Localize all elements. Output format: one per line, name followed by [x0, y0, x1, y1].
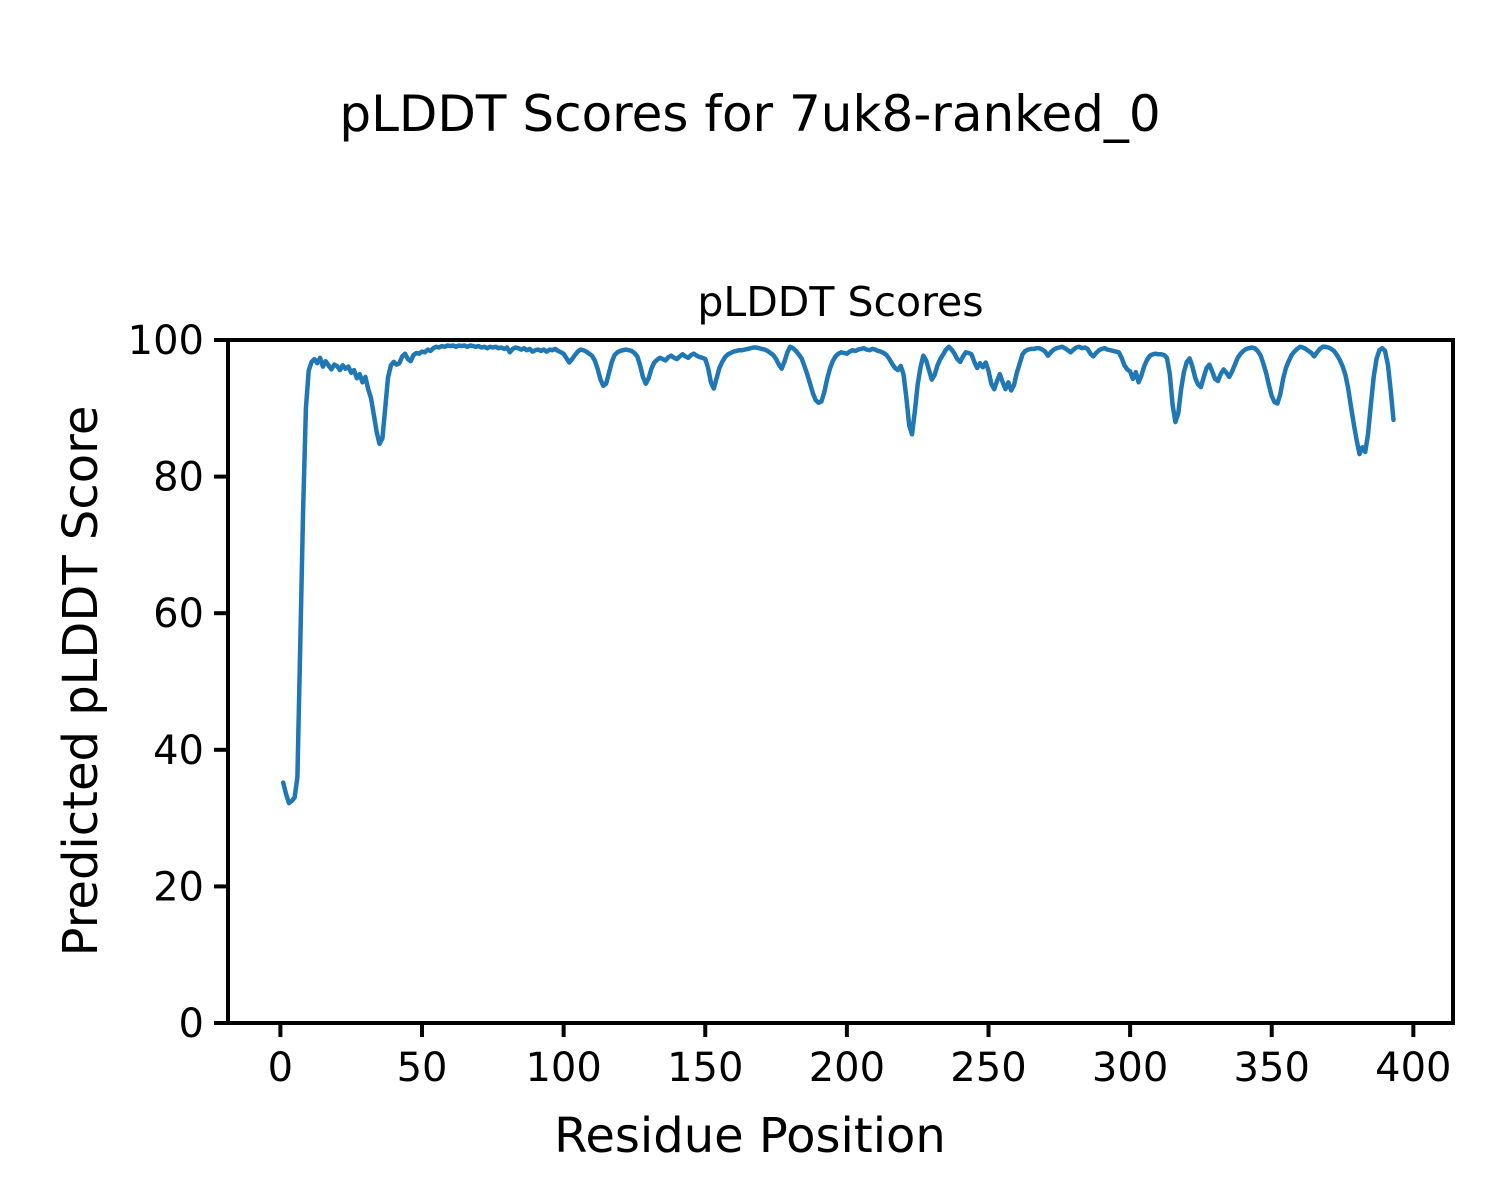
y-tick-label: 80: [153, 455, 204, 501]
y-tick-label: 100: [128, 318, 204, 364]
axes-spines: [226, 338, 1455, 1025]
figure-title: pLDDT Scores for 7uk8-ranked_0: [339, 85, 1161, 143]
x-tick-label: 150: [667, 1045, 743, 1091]
x-tick-label: 300: [1092, 1045, 1168, 1091]
x-tick-label: 250: [950, 1045, 1026, 1091]
x-axis-label: Residue Position: [554, 1108, 946, 1164]
x-tick-label: 50: [397, 1045, 448, 1091]
x-tick-label: 400: [1375, 1045, 1451, 1091]
y-tick-label: 20: [153, 864, 204, 910]
x-tick-label: 0: [268, 1045, 293, 1091]
y-tick-label: 0: [179, 1001, 204, 1047]
x-tick-label: 200: [809, 1045, 885, 1091]
plddt-line: [280, 343, 1396, 806]
axes-title: pLDDT Scores: [697, 278, 984, 326]
x-tick-label: 100: [525, 1045, 601, 1091]
y-tick-label: 60: [153, 591, 204, 637]
x-tick-label: 350: [1234, 1045, 1310, 1091]
y-tick-label: 40: [153, 728, 204, 774]
